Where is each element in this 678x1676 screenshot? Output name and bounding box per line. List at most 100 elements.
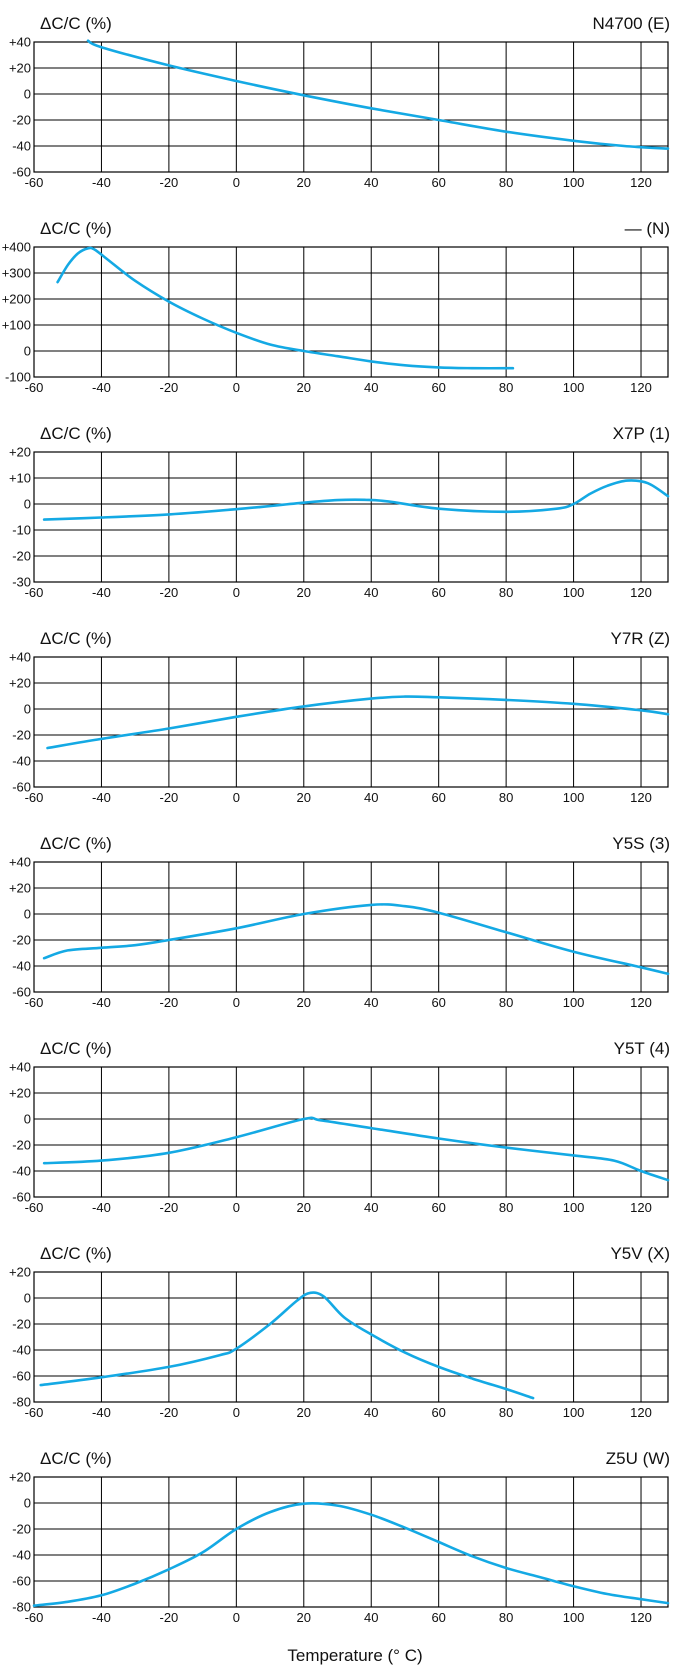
x-tick-label: 120 bbox=[630, 1610, 652, 1625]
x-tick-label: -40 bbox=[92, 380, 111, 395]
x-tick-label: 20 bbox=[297, 1200, 311, 1215]
y-tick-label: -30 bbox=[12, 575, 31, 590]
series-line bbox=[42, 1116, 670, 1182]
x-tick-label: 80 bbox=[499, 1610, 513, 1625]
x-tick-label: 100 bbox=[563, 380, 585, 395]
plot-frame bbox=[33, 451, 669, 583]
x-tick-label: 100 bbox=[563, 790, 585, 805]
y-tick-label: +400 bbox=[2, 240, 31, 255]
y-tick-label: 0 bbox=[24, 344, 31, 359]
plot-frame bbox=[33, 1476, 669, 1608]
x-tick-label: 0 bbox=[233, 995, 240, 1010]
y-axis-label: ΔC/C (%) bbox=[40, 1039, 112, 1058]
y-tick-label: -40 bbox=[12, 959, 31, 974]
y-tick-label: -40 bbox=[12, 139, 31, 154]
y-tick-label: +300 bbox=[2, 266, 31, 281]
y-tick-label: -60 bbox=[12, 1369, 31, 1384]
x-tick-label: 60 bbox=[431, 380, 445, 395]
chart-title: Y7R (Z) bbox=[611, 629, 671, 648]
chart-panel: ΔC/C (%) Z5U (W)+200-20-40-60-80-60 -40 -20… bbox=[9, 1449, 670, 1625]
chart-title: X7P (1) bbox=[613, 424, 670, 443]
x-tick-label: 60 bbox=[431, 790, 445, 805]
y-tick-label: 0 bbox=[24, 907, 31, 922]
x-tick-label: 80 bbox=[499, 380, 513, 395]
chart-panel: ΔC/C (%) — (N) +400 +300 +200 +100 0 -100-60 -40… bbox=[2, 219, 670, 395]
y-tick-label: -10 bbox=[12, 523, 31, 538]
y-axis-label: ΔC/C (%) bbox=[40, 14, 112, 33]
chart-title: N4700 (E) bbox=[593, 14, 670, 33]
plot-frame bbox=[33, 1271, 669, 1403]
x-tick-label: 120 bbox=[630, 995, 652, 1010]
chart-title: — (N) bbox=[625, 219, 670, 238]
x-tick-label: 100 bbox=[563, 1200, 585, 1215]
y-tick-label: 0 bbox=[24, 1291, 31, 1306]
x-tick-label: 40 bbox=[364, 1200, 378, 1215]
y-tick-label: -40 bbox=[12, 1343, 31, 1358]
x-tick-label: -40 bbox=[92, 1405, 111, 1420]
y-tick-label: 0 bbox=[24, 497, 31, 512]
y-axis-label: ΔC/C (%) bbox=[40, 1244, 112, 1263]
y-tick-label: -20 bbox=[12, 113, 31, 128]
x-tick-label: -40 bbox=[92, 175, 111, 190]
x-tick-label: 20 bbox=[297, 995, 311, 1010]
x-axis-title: Temperature (° C) bbox=[287, 1646, 422, 1665]
x-tick-label: 40 bbox=[364, 995, 378, 1010]
series-line bbox=[39, 1291, 535, 1400]
x-tick-label: 80 bbox=[499, 1200, 513, 1215]
y-tick-label: -60 bbox=[12, 985, 31, 1000]
x-tick-label: 100 bbox=[563, 1610, 585, 1625]
y-tick-label: -40 bbox=[12, 754, 31, 769]
x-tick-label: -40 bbox=[92, 1200, 111, 1215]
y-tick-label: 0 bbox=[24, 702, 31, 717]
x-tick-label: 120 bbox=[630, 585, 652, 600]
chart-title: Z5U (W) bbox=[606, 1449, 670, 1468]
x-tick-label: -60 bbox=[25, 790, 44, 805]
y-tick-label: +20 bbox=[9, 1265, 31, 1280]
y-axis-label: ΔC/C (%) bbox=[40, 424, 112, 443]
y-tick-label: -20 bbox=[12, 933, 31, 948]
x-tick-label: -40 bbox=[92, 995, 111, 1010]
x-tick-label: -60 bbox=[25, 1610, 44, 1625]
x-tick-label: 40 bbox=[364, 380, 378, 395]
x-tick-label: -20 bbox=[159, 790, 178, 805]
y-tick-label: +100 bbox=[2, 318, 31, 333]
y-tick-label: +200 bbox=[2, 292, 31, 307]
x-tick-label: 20 bbox=[297, 1405, 311, 1420]
x-tick-label: 120 bbox=[630, 1200, 652, 1215]
series-line bbox=[32, 1501, 670, 1607]
x-tick-label: 0 bbox=[233, 1200, 240, 1215]
chart-panel: ΔC/C (%) Y7R (Z) +40 +20 0 -20 -40 -60-60 -40 -20… bbox=[9, 629, 670, 805]
x-tick-label: 80 bbox=[499, 585, 513, 600]
x-tick-label: 20 bbox=[297, 585, 311, 600]
y-tick-label: +20 bbox=[9, 61, 31, 76]
x-tick-label: 40 bbox=[364, 1405, 378, 1420]
y-tick-label: -20 bbox=[12, 728, 31, 743]
y-tick-label: -40 bbox=[12, 1548, 31, 1563]
series-line bbox=[46, 695, 670, 750]
x-tick-label: 60 bbox=[431, 585, 445, 600]
x-tick-label: 0 bbox=[233, 380, 240, 395]
x-tick-label: 100 bbox=[563, 175, 585, 190]
x-tick-label: -20 bbox=[159, 585, 178, 600]
x-tick-label: -60 bbox=[25, 1405, 44, 1420]
y-tick-label: +10 bbox=[9, 471, 31, 486]
plot-frame bbox=[33, 41, 669, 173]
x-tick-label: -40 bbox=[92, 790, 111, 805]
x-tick-label: 60 bbox=[431, 1405, 445, 1420]
x-tick-label: 40 bbox=[364, 790, 378, 805]
x-tick-label: 60 bbox=[431, 1610, 445, 1625]
chart-panel: ΔC/C (%) Y5T (4) +40 +20 0 -20 -40 -60-60 -40 -20… bbox=[9, 1039, 670, 1215]
y-tick-label: -80 bbox=[12, 1395, 31, 1410]
y-tick-label: -60 bbox=[12, 780, 31, 795]
chart-panel: ΔC/C (%) X7P (1) +20 +10 0 -10 -20 -30-60 -40 -20… bbox=[9, 424, 670, 600]
x-tick-label: 0 bbox=[233, 1405, 240, 1420]
series-line bbox=[56, 246, 515, 370]
x-tick-label: 60 bbox=[431, 1200, 445, 1215]
y-axis-label: ΔC/C (%) bbox=[40, 629, 112, 648]
y-tick-label: -20 bbox=[12, 1317, 31, 1332]
y-tick-label: 0 bbox=[24, 1496, 31, 1511]
x-tick-label: 40 bbox=[364, 1610, 378, 1625]
x-tick-label: -40 bbox=[92, 1610, 111, 1625]
x-tick-label: 100 bbox=[563, 1405, 585, 1420]
